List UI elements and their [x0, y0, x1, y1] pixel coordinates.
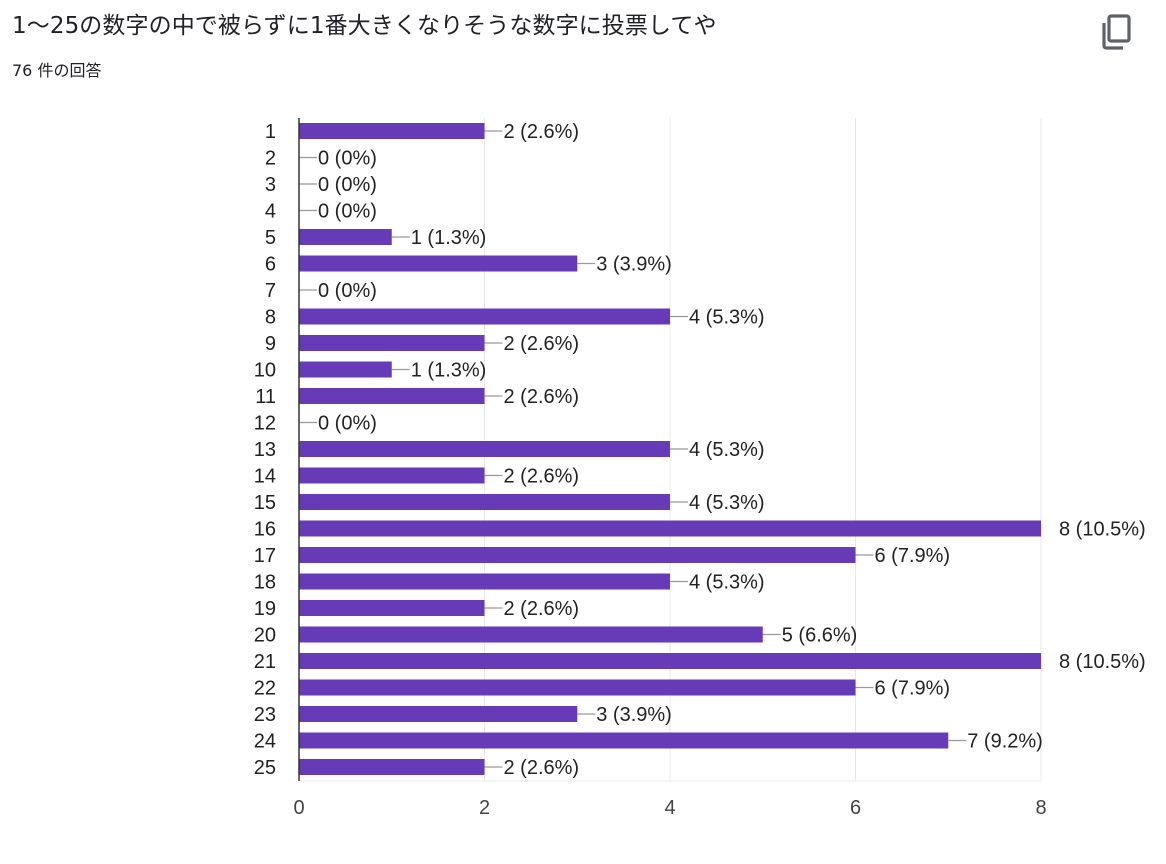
category-label: 19 [254, 598, 276, 620]
category-label: 6 [265, 254, 276, 276]
category-label: 25 [254, 757, 276, 779]
value-label: 0 (0%) [318, 413, 377, 435]
bar [299, 388, 485, 404]
value-label: 4 (5.3%) [689, 439, 765, 461]
value-label: 3 (3.9%) [596, 704, 672, 726]
value-label: 4 (5.3%) [689, 492, 765, 514]
value-label: 4 (5.3%) [689, 572, 765, 594]
bar [299, 679, 856, 696]
category-label: 9 [265, 333, 276, 355]
value-label: 3 (3.9%) [596, 254, 672, 276]
category-label: 22 [254, 678, 276, 700]
value-label: 2 (2.6%) [504, 333, 580, 355]
x-tick-label: 4 [664, 797, 675, 819]
bar [299, 759, 485, 775]
bar [299, 308, 670, 325]
bar [299, 123, 485, 139]
category-label: 24 [254, 731, 276, 753]
category-label: 1 [265, 121, 276, 143]
category-label: 2 [265, 148, 276, 170]
bar [299, 494, 670, 510]
value-label: 0 (0%) [318, 280, 377, 302]
value-label: 2 (2.6%) [504, 121, 580, 143]
bar [299, 600, 485, 616]
value-label: 2 (2.6%) [504, 466, 580, 488]
bar [299, 361, 392, 378]
category-label: 13 [254, 439, 276, 461]
category-label: 16 [254, 519, 276, 541]
category-label: 11 [255, 386, 276, 408]
x-tick-label: 6 [850, 797, 861, 819]
category-label: 12 [254, 413, 276, 435]
category-label: 8 [265, 307, 276, 329]
category-label: 7 [265, 280, 276, 302]
value-label: 6 (7.9%) [875, 678, 951, 700]
value-label: 4 (5.3%) [689, 307, 765, 329]
category-label: 3 [265, 174, 276, 196]
bar [299, 520, 1041, 537]
category-label: 18 [254, 572, 276, 594]
bar [299, 626, 763, 643]
category-label: 20 [254, 625, 276, 647]
value-label: 2 (2.6%) [504, 598, 580, 620]
value-label: 1 (1.3%) [411, 227, 487, 249]
value-label: 8 (10.5%) [1059, 651, 1146, 673]
x-tick-label: 0 [293, 797, 304, 819]
value-label: 0 (0%) [318, 174, 377, 196]
value-label: 0 (0%) [318, 148, 377, 170]
x-tick-label: 8 [1035, 797, 1046, 819]
bar [299, 573, 670, 590]
category-label: 21 [254, 651, 276, 673]
x-tick-label: 2 [479, 797, 490, 819]
bar [299, 706, 578, 722]
copy-chart-button[interactable] [1096, 12, 1136, 52]
bar [299, 467, 485, 484]
bar [299, 653, 1041, 669]
value-label: 6 (7.9%) [875, 545, 951, 567]
value-label: 2 (2.6%) [504, 386, 580, 408]
response-count: 76 件の回答 [12, 61, 102, 80]
value-label: 1 (1.3%) [411, 360, 487, 382]
value-label: 2 (2.6%) [504, 757, 580, 779]
bar [299, 255, 578, 272]
bar [299, 335, 485, 351]
value-label: 5 (6.6%) [782, 625, 858, 647]
category-label: 15 [254, 492, 276, 514]
category-label: 17 [254, 545, 276, 567]
value-label: 8 (10.5%) [1059, 519, 1146, 541]
bar [299, 441, 670, 457]
bar [299, 229, 392, 245]
value-label: 0 (0%) [318, 201, 377, 223]
category-label: 23 [254, 704, 276, 726]
question-title: 1〜25の数字の中で被らずに1番大きくなりそうな数字に投票してや [12, 13, 717, 39]
copy-icon [1102, 14, 1131, 50]
category-label: 10 [254, 360, 276, 382]
bar [299, 732, 949, 749]
category-label: 4 [265, 201, 276, 223]
bar [299, 547, 856, 563]
category-label: 14 [254, 466, 276, 488]
value-label: 7 (9.2%) [967, 731, 1043, 753]
category-label: 5 [265, 227, 276, 249]
